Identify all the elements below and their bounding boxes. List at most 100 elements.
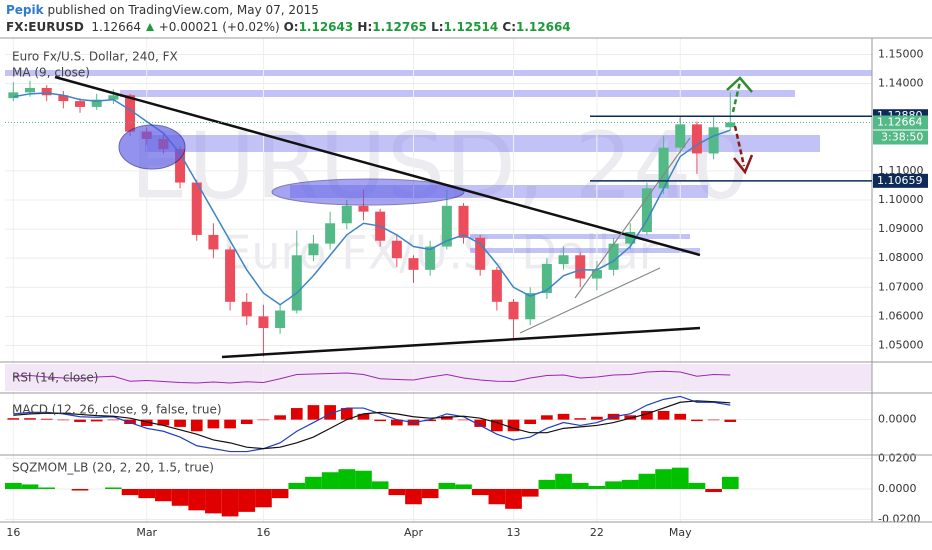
y-tick-label: 0.0200 [878, 452, 917, 465]
bar [255, 489, 272, 508]
x-tick-label: 13 [507, 526, 521, 539]
histogram-bar [290, 408, 303, 420]
header: Pepik published on TradingView.com, May … [6, 2, 571, 36]
histogram-bar [491, 419, 503, 432]
price-badge-label: 1.10659 [877, 174, 923, 187]
field-label: L: [431, 20, 444, 34]
arrow-head [726, 76, 753, 93]
countdown: 3:38:50 [881, 131, 923, 144]
candle-body [541, 264, 552, 294]
arrow-head [733, 154, 754, 175]
histogram-bar [724, 419, 737, 422]
bar [338, 469, 356, 489]
candle-body [258, 316, 269, 328]
field-value: 1.12643 [298, 20, 354, 34]
candle-body [341, 205, 352, 224]
histogram-bar [274, 415, 286, 420]
countdown-badge [873, 130, 928, 145]
symbol: FX:EURUSD [6, 20, 84, 34]
histogram-bar [124, 419, 136, 424]
bar [171, 489, 189, 506]
bar [438, 482, 456, 489]
histogram-bar [174, 419, 186, 427]
candle-body [591, 269, 602, 279]
published: published on TradingView.com, May 07, 20… [47, 3, 319, 17]
change: +0.00021 (+0.02%) [158, 20, 280, 34]
ohlc: O:1.12643 H:1.12765 L:1.12514 C:1.12664 [284, 20, 571, 34]
histogram-bar [557, 413, 570, 420]
bar [588, 485, 606, 489]
zone [145, 135, 820, 152]
bar [21, 484, 39, 489]
x-tick-label: May [669, 526, 692, 539]
candle-body [608, 243, 619, 270]
y-tick-label: 1.08000 [878, 251, 924, 264]
histogram-bar [190, 419, 203, 432]
candle-body [275, 310, 286, 328]
candle-body [91, 99, 102, 107]
candle-body [475, 237, 486, 270]
bar [155, 489, 172, 502]
candle-body [41, 88, 52, 96]
bar [121, 489, 139, 496]
y-tick-label: 1.06000 [878, 309, 924, 322]
bar [721, 476, 739, 489]
panel-title: MACD (12, 26, close, 9, false, true) [12, 403, 222, 417]
bar [421, 489, 439, 499]
histogram-bar [90, 419, 103, 422]
trend-line [221, 326, 701, 359]
quote-line: FX:EURUSD 1.12664 +0.00021 (+0.02%) O:1.… [6, 19, 571, 36]
histogram-bar [40, 418, 53, 420]
histogram-bar [157, 419, 170, 426]
price-badge [873, 173, 928, 188]
bar [271, 489, 289, 499]
bar [205, 489, 222, 514]
bar [455, 484, 472, 489]
candle-body [58, 95, 69, 102]
bar [505, 489, 522, 509]
trend-line [54, 75, 701, 257]
y-tick-label: -0.0200 [878, 512, 920, 525]
candle-body [641, 188, 652, 232]
x-tick-label: 16 [6, 526, 20, 539]
candle-body [391, 240, 402, 259]
candle-body [625, 232, 636, 244]
y-tick-label: 0.0000 [878, 482, 917, 495]
histogram-bar [707, 419, 720, 421]
histogram-bar [324, 405, 336, 420]
y-tick-label: 1.14000 [878, 77, 924, 90]
bar [388, 489, 406, 496]
histogram-bar [574, 418, 587, 420]
bar [571, 482, 589, 489]
y-tick-label: 1.09000 [878, 222, 924, 235]
zone [470, 248, 700, 253]
trend-line [519, 267, 661, 334]
publish-line: Pepik published on TradingView.com, May … [6, 2, 571, 19]
candle-body [225, 249, 236, 302]
bar [238, 489, 256, 512]
histogram-bar [507, 419, 520, 432]
histogram-bar [224, 419, 236, 429]
candle-body [508, 301, 519, 320]
bar [621, 479, 639, 489]
line [13, 370, 731, 384]
bar [605, 481, 622, 489]
histogram-bar [424, 419, 436, 422]
candle-body [491, 269, 502, 302]
field-label: O: [283, 20, 299, 34]
arrow [733, 125, 746, 167]
histogram-bar [140, 419, 153, 427]
candle-body [8, 92, 19, 99]
histogram-bar [624, 415, 637, 420]
histogram-bar [240, 419, 253, 424]
histogram-bar [541, 415, 553, 420]
price-badge-label: 1.12664 [877, 116, 923, 129]
x-tick-label: Apr [404, 526, 424, 539]
field-value: 1.12765 [372, 20, 427, 34]
bar [555, 473, 572, 489]
candle-body [691, 124, 702, 154]
bar [671, 467, 689, 489]
candle-body [241, 301, 252, 317]
candle-body [708, 127, 719, 154]
bar [355, 470, 372, 489]
